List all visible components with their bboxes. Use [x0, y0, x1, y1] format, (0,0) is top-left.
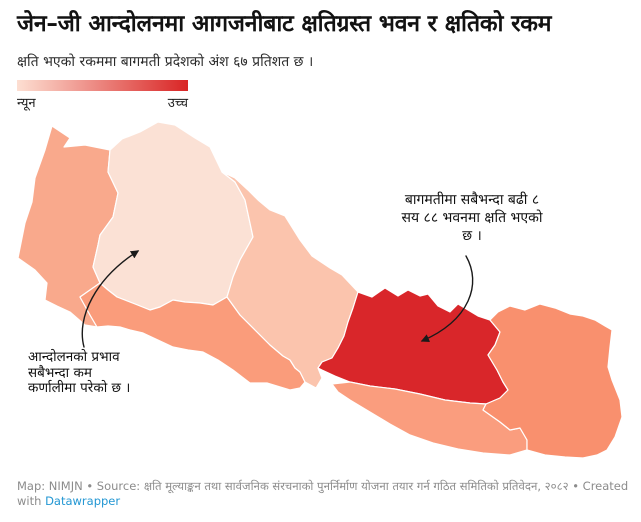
karnali-annotation-line-1: आन्दोलनको प्रभाव: [28, 349, 120, 365]
legend-high-label: उच्च: [167, 96, 188, 111]
page-title: जेन–जी आन्दोलनमा आगजनीबाट क्षतिग्रस्त भव…: [17, 11, 552, 37]
attribution-footer: Map: NIMJN • Source: क्षति मूल्याङ्कन तथ…: [17, 479, 629, 509]
bagmati-annotation-arrow: [420, 255, 474, 343]
karnali-annotation-line-2: सबैभन्दा कम: [28, 364, 92, 381]
karnali-annotation: आन्दोलनको प्रभाव सबैभन्दा कम कर्णालीमा प…: [28, 349, 198, 397]
legend-gradient-bar: [17, 80, 188, 91]
bagmati-annotation: बागमतीमा सबैभन्दा बढी ८ सय ८८ भवनमा क्षत…: [372, 191, 572, 245]
province-karnali[interactable]: [92, 121, 254, 311]
color-legend: न्यून उच्च: [17, 80, 188, 111]
karnali-annotation-line-3: कर्णालीमा परेको छ ।: [28, 380, 131, 396]
legend-low-label: न्यून: [17, 96, 36, 111]
bagmati-annotation-line-2: सय ८८ भवनमा क्षति भएको: [401, 210, 543, 226]
attribution-text: Map: NIMJN • Source: क्षति मूल्याङ्कन तथ…: [17, 479, 629, 508]
karnali-annotation-arrow: [81, 250, 140, 348]
province-koshi[interactable]: [482, 303, 623, 459]
page-subtitle: क्षति भएको रकममा बागमती प्रदेशको अंश ६७ …: [17, 54, 314, 70]
bagmati-annotation-line-1: बागमतीमा सबैभन्दा बढी ८: [404, 192, 540, 208]
bagmati-annotation-line-3: छ ।: [462, 228, 482, 244]
nepal-choropleth-map: [17, 121, 623, 459]
datawrapper-link[interactable]: Datawrapper: [45, 494, 121, 508]
